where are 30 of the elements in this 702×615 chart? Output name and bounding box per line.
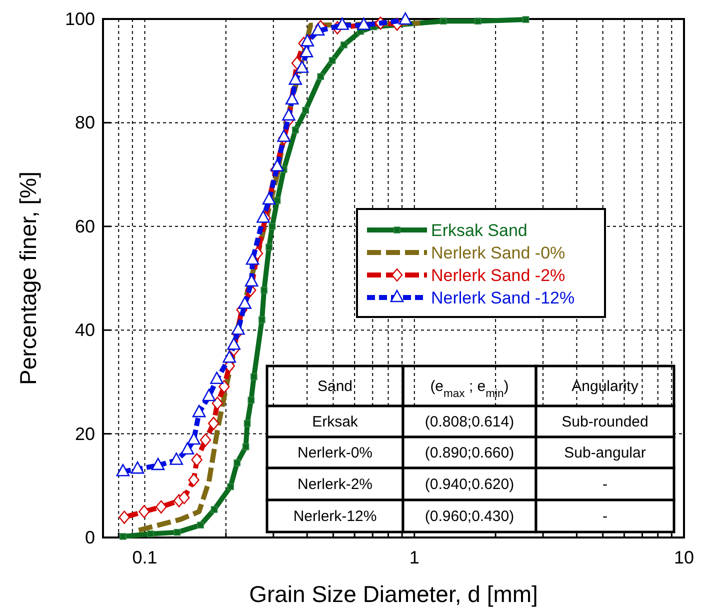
y-tick-label: 60 — [74, 216, 95, 236]
y-tick-label: 20 — [74, 424, 95, 444]
y-tick-label: 0 — [84, 528, 95, 548]
annotation: Sub-rounded — [562, 414, 648, 430]
annotation: Nerlerk-2% — [297, 476, 373, 493]
annotation: (0.890;0.660) — [424, 444, 514, 462]
annotation: Angularity — [572, 378, 639, 395]
annotation: Erksak — [312, 414, 358, 430]
annotation: Sub-angular — [564, 444, 646, 462]
y-axis-title: Percentage finer, [%] — [15, 171, 41, 386]
x-tick-label: 10 — [674, 548, 694, 568]
y-tick-label: 80 — [74, 112, 95, 133]
x-tick-label: 1 — [409, 548, 420, 568]
annotation: Nerlerk-12% — [293, 508, 377, 525]
x-axis-title: Grain Size Diameter, d [mm] — [249, 581, 538, 607]
annotation: (0.960;0.430) — [424, 508, 514, 525]
legend-label: Nerlerk Sand -2% — [431, 266, 566, 285]
legend-label: Nerlerk Sand -12% — [431, 288, 575, 308]
annotation: (0.940;0.620) — [424, 476, 514, 493]
x-tick-label: 0.1 — [132, 548, 158, 568]
annotation: (0.808;0.614) — [424, 414, 514, 430]
annotation: - — [602, 508, 608, 525]
annotation: - — [602, 476, 608, 493]
annotation: Sand — [317, 378, 353, 395]
y-tick-label: 40 — [74, 320, 95, 340]
y-tick-label: 100 — [64, 9, 95, 29]
legend-label: Erksak Sand — [431, 221, 528, 240]
legend-label: Nerlerk Sand -0% — [431, 244, 566, 262]
annotation: (e$_{max}$ ; e$_{min}$) — [430, 378, 509, 400]
annotation: Nerlerk-0% — [297, 444, 373, 462]
